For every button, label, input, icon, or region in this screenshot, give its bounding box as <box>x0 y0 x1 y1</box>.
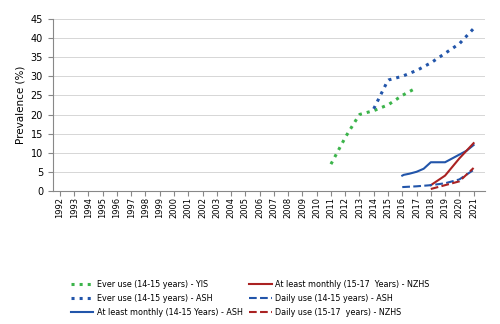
At least monthly (15-17  Years) - NZHS <box>442 174 448 178</box>
At least monthly (14-15 Years) - ASH <box>470 143 476 147</box>
Ever use (14-15 years) - ASH <box>410 70 416 74</box>
At least monthly (14-15 Years) - ASH <box>420 167 426 171</box>
At least monthly (14-15 Years) - ASH <box>428 160 434 164</box>
Daily use (14-15 years) - ASH <box>400 185 406 189</box>
Daily use (15-17  years) - NZHS <box>456 179 462 183</box>
At least monthly (14-15 Years) - ASH <box>449 156 455 160</box>
Y-axis label: Prevalence (%): Prevalence (%) <box>15 66 25 144</box>
At least monthly (14-15 Years) - ASH <box>414 170 420 174</box>
Ever use (14-15 years) - YIS <box>398 94 404 98</box>
Daily use (15-17  years) - NZHS <box>470 166 476 170</box>
Ever use (14-15 years) - YIS <box>376 107 382 110</box>
Ever use (14-15 years) - YIS <box>372 108 378 112</box>
At least monthly (14-15 Years) - ASH <box>464 149 469 153</box>
At least monthly (14-15 Years) - ASH <box>400 173 406 177</box>
Legend: Ever use (14-15 years) - YIS, Ever use (14-15 years) - ASH, At least monthly (14: Ever use (14-15 years) - YIS, Ever use (… <box>68 277 432 320</box>
At least monthly (14-15 Years) - ASH <box>442 160 448 164</box>
At least monthly (15-17  Years) - NZHS <box>456 156 462 160</box>
Daily use (14-15 years) - ASH <box>442 181 448 185</box>
At least monthly (15-17  Years) - NZHS <box>428 183 434 187</box>
At least monthly (14-15 Years) - ASH <box>406 172 412 176</box>
Ever use (14-15 years) - YIS <box>414 86 420 90</box>
At least monthly (14-15 Years) - ASH <box>456 153 462 156</box>
Daily use (14-15 years) - ASH <box>456 178 462 181</box>
Daily use (14-15 years) - ASH <box>470 168 476 172</box>
At least monthly (15-17  Years) - NZHS <box>470 141 476 145</box>
Ever use (14-15 years) - YIS <box>362 111 368 115</box>
Line: Ever use (14-15 years) - ASH: Ever use (14-15 years) - ASH <box>374 29 474 109</box>
Ever use (14-15 years) - ASH <box>470 27 476 30</box>
Ever use (14-15 years) - ASH <box>453 44 459 48</box>
Ever use (14-15 years) - ASH <box>370 107 376 111</box>
Ever use (14-15 years) - ASH <box>404 73 409 76</box>
Ever use (14-15 years) - YIS <box>356 113 362 117</box>
Line: Ever use (14-15 years) - YIS: Ever use (14-15 years) - YIS <box>331 88 416 164</box>
Line: At least monthly (14-15 Years) - ASH: At least monthly (14-15 Years) - ASH <box>402 145 473 176</box>
Daily use (14-15 years) - ASH <box>414 184 420 188</box>
Daily use (15-17  years) - NZHS <box>442 183 448 187</box>
Line: At least monthly (15-17  Years) - NZHS: At least monthly (15-17 Years) - NZHS <box>431 143 474 185</box>
Daily use (15-17  years) - NZHS <box>428 187 434 191</box>
Line: Daily use (14-15 years) - ASH: Daily use (14-15 years) - ASH <box>402 170 473 187</box>
Ever use (14-15 years) - ASH <box>427 61 433 65</box>
At least monthly (14-15 Years) - ASH <box>400 174 406 178</box>
Ever use (14-15 years) - YIS <box>387 102 393 106</box>
Ever use (14-15 years) - ASH <box>440 53 446 57</box>
Ever use (14-15 years) - YIS <box>328 162 334 166</box>
Ever use (14-15 years) - ASH <box>423 64 429 67</box>
Line: Daily use (15-17  years) - NZHS: Daily use (15-17 years) - NZHS <box>431 168 474 189</box>
At least monthly (14-15 Years) - ASH <box>435 160 441 164</box>
Daily use (14-15 years) - ASH <box>428 183 434 187</box>
